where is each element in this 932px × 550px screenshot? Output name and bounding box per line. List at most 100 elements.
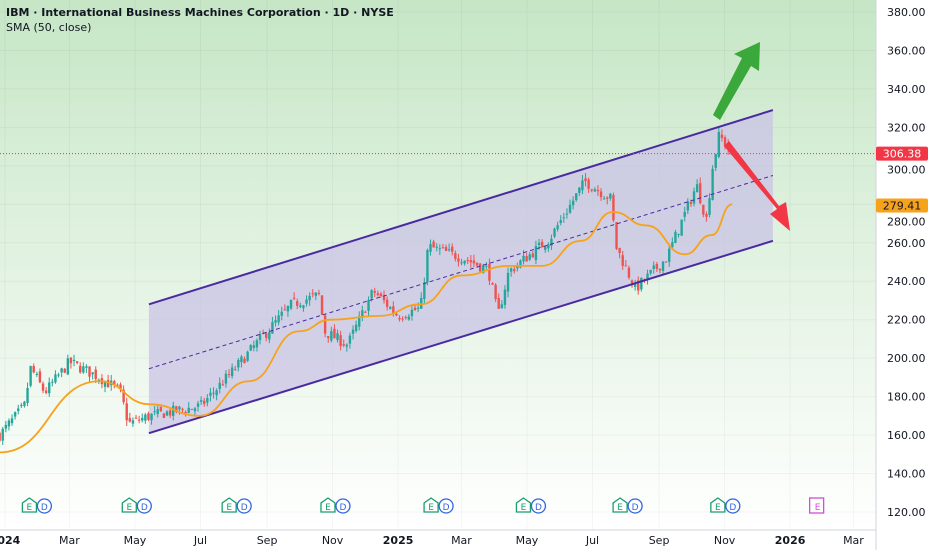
candle-body bbox=[23, 401, 26, 406]
candle-body bbox=[339, 335, 342, 347]
candle-body bbox=[358, 316, 361, 327]
earnings-marker[interactable]: E bbox=[428, 503, 434, 513]
candle-body bbox=[661, 261, 665, 271]
candle-body bbox=[525, 255, 528, 262]
channel-lower-line bbox=[148, 239, 774, 435]
candle-body bbox=[637, 280, 640, 291]
x-tick-label: Sep bbox=[649, 534, 670, 547]
dividend-icon[interactable] bbox=[36, 498, 53, 514]
candle-body bbox=[590, 189, 593, 191]
candle-body bbox=[407, 316, 411, 320]
dividend-marker[interactable]: D bbox=[141, 503, 148, 513]
dividend-icon[interactable] bbox=[627, 498, 643, 514]
candle-body bbox=[314, 292, 318, 296]
earnings-icon[interactable] bbox=[320, 497, 336, 513]
candle-body bbox=[60, 368, 63, 373]
candle-body bbox=[75, 361, 79, 363]
dividend-marker[interactable]: D bbox=[443, 503, 450, 513]
earnings-icon[interactable] bbox=[121, 497, 137, 513]
candle-body bbox=[612, 195, 615, 221]
candle-body bbox=[103, 381, 107, 387]
future-earnings-icon[interactable] bbox=[808, 497, 825, 514]
earnings-icon[interactable] bbox=[423, 497, 439, 513]
candle-body bbox=[63, 368, 66, 373]
candle-body bbox=[664, 261, 668, 263]
earnings-marker[interactable]: E bbox=[27, 503, 33, 513]
earnings-icon[interactable] bbox=[221, 497, 237, 513]
candle-body bbox=[655, 263, 659, 269]
candle-body bbox=[32, 365, 35, 373]
candle-body bbox=[348, 335, 352, 344]
last-price-badge bbox=[876, 146, 928, 161]
candle-body bbox=[568, 204, 572, 213]
candle-body bbox=[714, 154, 717, 168]
y-tick-label: 140.00 bbox=[887, 468, 926, 481]
dividend-icon[interactable] bbox=[236, 498, 252, 514]
candle-body bbox=[308, 295, 311, 301]
y-tick-label: 220.00 bbox=[887, 314, 926, 327]
candle-body bbox=[621, 255, 624, 266]
dividend-marker[interactable]: D bbox=[41, 503, 48, 513]
dividend-icon[interactable] bbox=[530, 498, 547, 514]
future-earnings-marker[interactable]: E bbox=[815, 503, 821, 513]
x-tick-label: May bbox=[516, 534, 539, 547]
earnings-marker[interactable]: E bbox=[715, 503, 721, 513]
dividend-marker[interactable]: D bbox=[729, 503, 736, 513]
candle-body bbox=[246, 351, 249, 361]
candle-body bbox=[4, 424, 8, 429]
candle-body bbox=[531, 253, 535, 258]
earnings-marker[interactable]: E bbox=[521, 503, 527, 513]
candle-body bbox=[237, 359, 240, 368]
candle-body bbox=[723, 137, 727, 147]
y-tick-label: 160.00 bbox=[887, 429, 926, 442]
candle-body bbox=[10, 418, 14, 424]
earnings-marker[interactable]: E bbox=[126, 503, 132, 513]
dividend-icon[interactable] bbox=[725, 498, 741, 514]
candle-body bbox=[587, 179, 590, 189]
earnings-icon[interactable] bbox=[515, 497, 532, 513]
earnings-marker[interactable]: E bbox=[226, 503, 232, 513]
candle-body bbox=[475, 262, 479, 266]
sma-line bbox=[0, 203, 733, 454]
candle-body bbox=[680, 219, 683, 236]
symbol-title: IBM · International Business Machines Co… bbox=[6, 6, 394, 19]
candle-body bbox=[668, 248, 671, 262]
candle-body bbox=[178, 406, 181, 410]
candle-body bbox=[134, 417, 138, 419]
earnings-icon[interactable] bbox=[21, 497, 38, 513]
candle-body bbox=[385, 299, 389, 307]
x-tick-label: Mar bbox=[59, 534, 80, 547]
candle-body bbox=[345, 344, 349, 347]
earnings-marker[interactable]: E bbox=[325, 503, 331, 513]
candle-body bbox=[317, 292, 321, 294]
candle-body bbox=[258, 334, 262, 340]
dividend-marker[interactable]: D bbox=[632, 503, 639, 513]
arrow-down-icon bbox=[724, 141, 790, 231]
dividend-marker[interactable]: D bbox=[340, 503, 347, 513]
candle-body bbox=[540, 241, 544, 248]
dividend-icon[interactable] bbox=[438, 498, 454, 514]
candle-body bbox=[686, 201, 690, 211]
candle-body bbox=[451, 246, 454, 252]
dividend-icon[interactable] bbox=[136, 498, 152, 514]
candle-body bbox=[717, 131, 721, 157]
candle-body bbox=[457, 258, 460, 262]
y-tick-label: 180.00 bbox=[887, 391, 926, 404]
earnings-marker[interactable]: E bbox=[617, 503, 623, 513]
x-tick-label: Mar bbox=[843, 534, 864, 547]
candle-body bbox=[602, 198, 606, 200]
earnings-icon[interactable] bbox=[710, 497, 726, 513]
dividend-marker[interactable]: D bbox=[535, 503, 542, 513]
candle-body bbox=[423, 282, 426, 300]
earnings-icon[interactable] bbox=[612, 497, 628, 513]
candle-body bbox=[35, 373, 39, 375]
dividend-marker[interactable]: D bbox=[241, 503, 248, 513]
y-tick-label: 200.00 bbox=[887, 352, 926, 365]
candle-body bbox=[466, 259, 469, 261]
dividend-icon[interactable] bbox=[335, 498, 351, 514]
candle-body bbox=[85, 366, 88, 368]
candle-body bbox=[17, 408, 20, 412]
candle-body bbox=[392, 306, 395, 313]
